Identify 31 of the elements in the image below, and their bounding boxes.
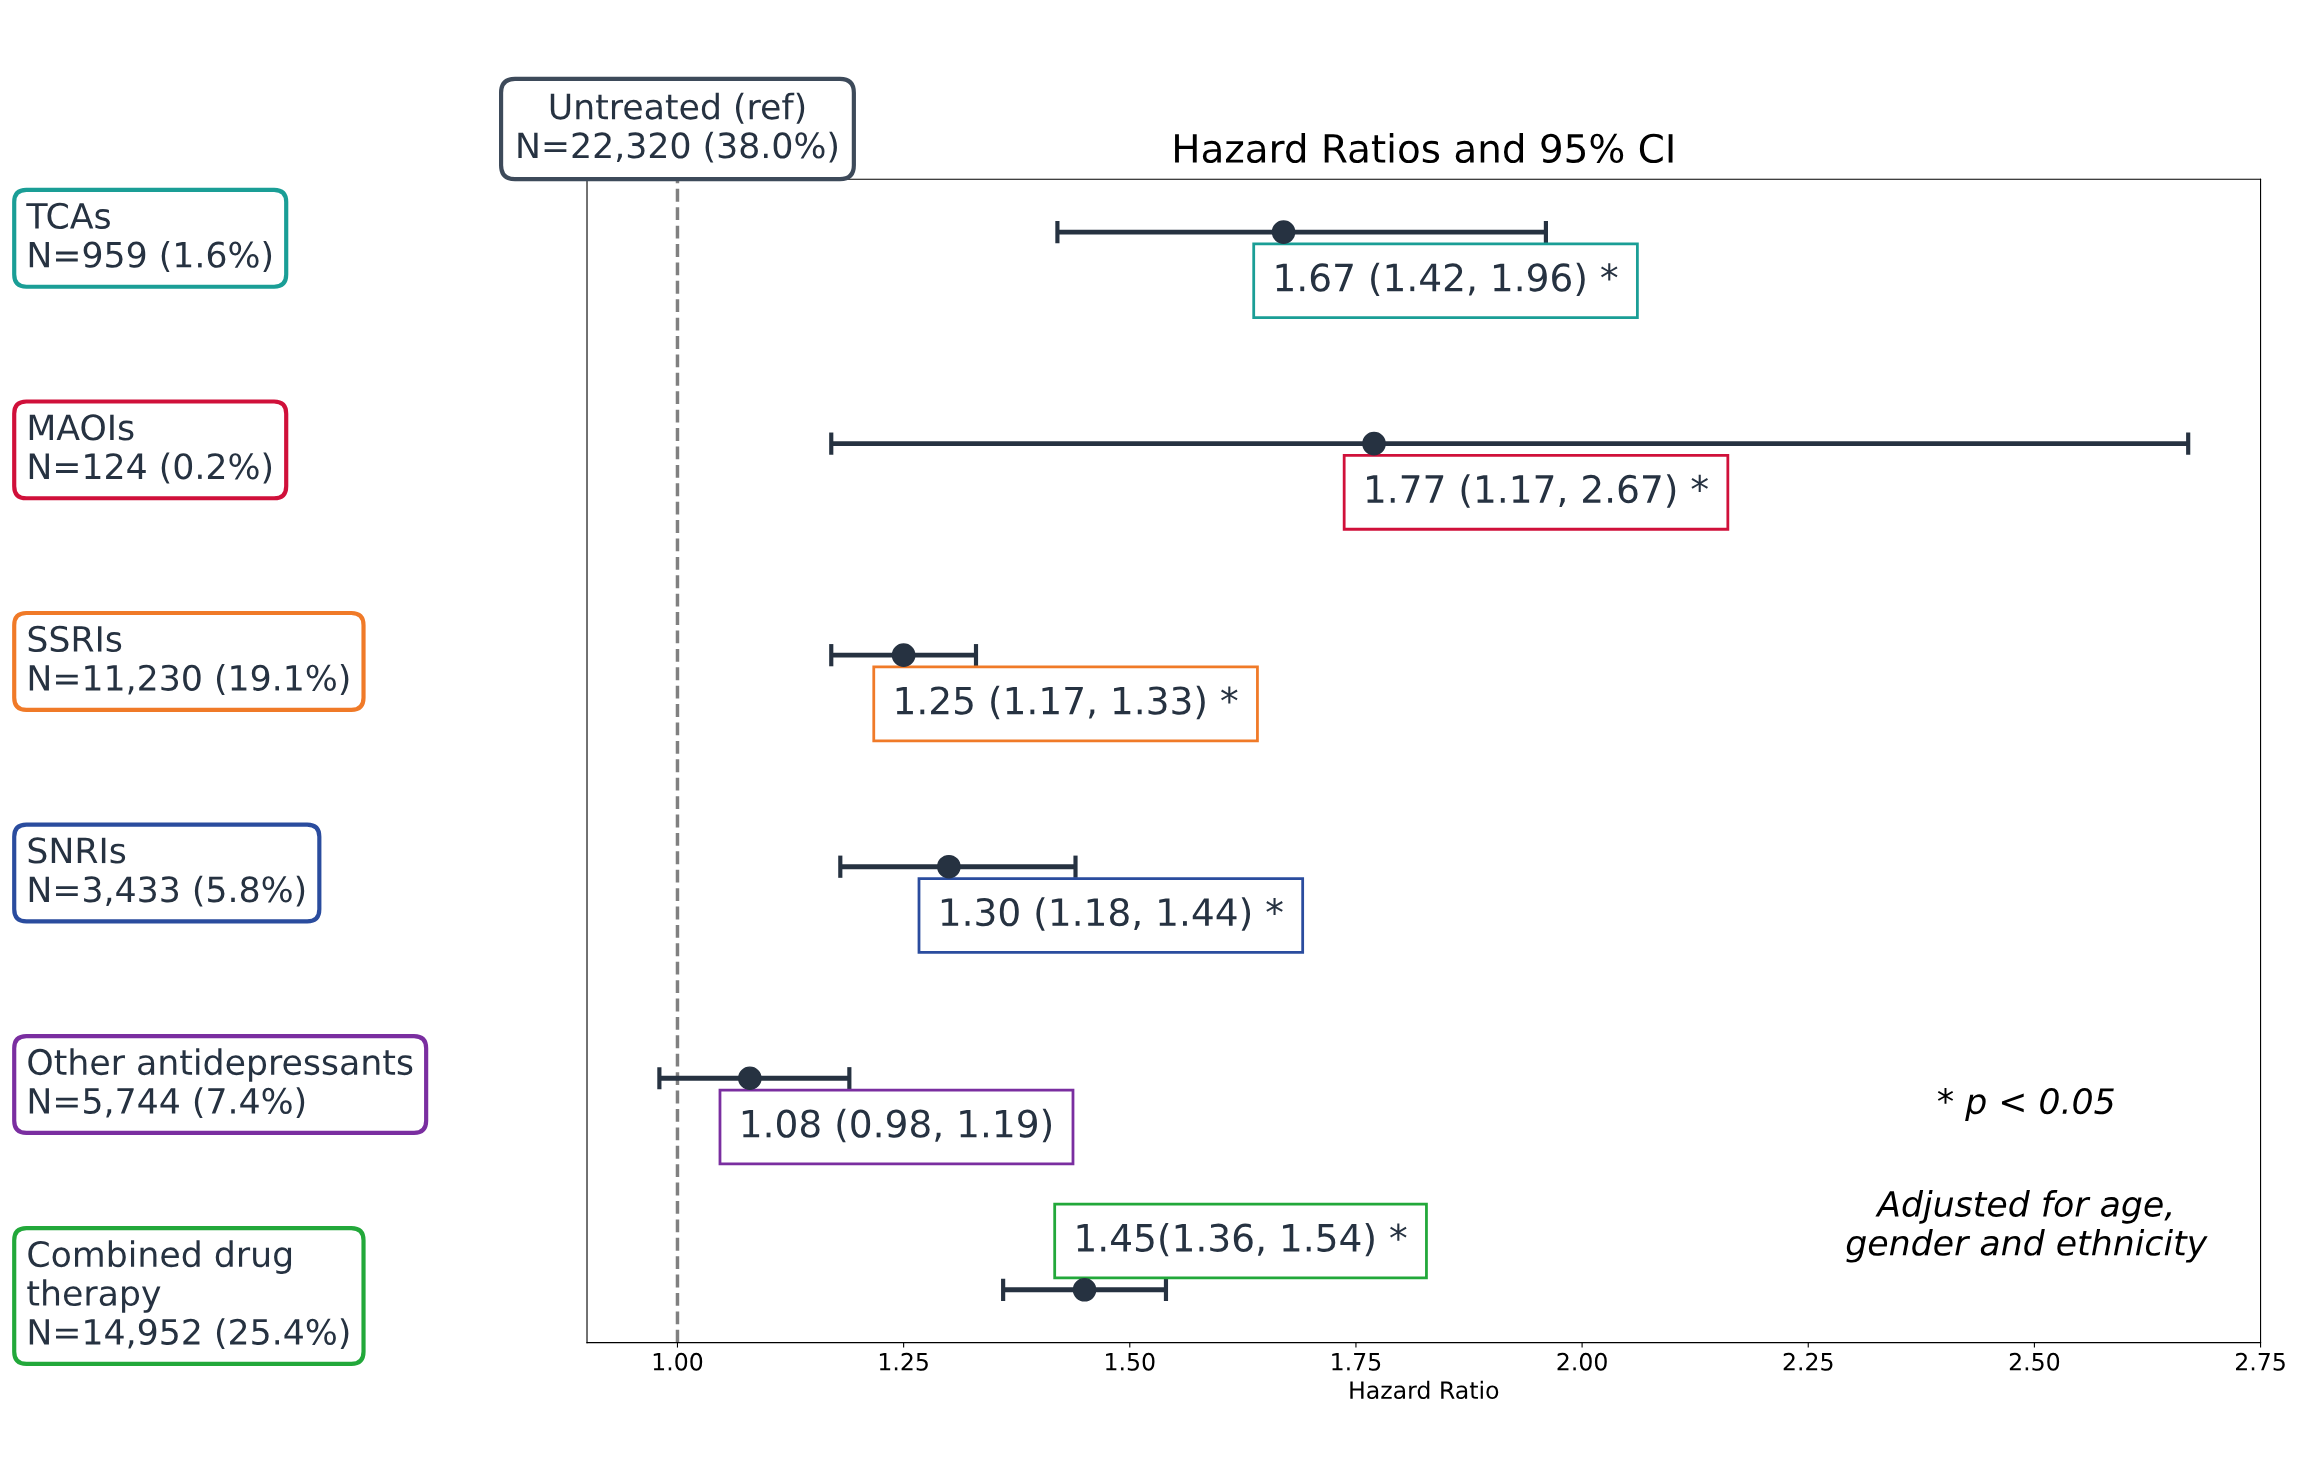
data-label: 1.77 (1.17, 2.67) * — [1367, 474, 1708, 508]
y-tick-label: SNRIs N=3,433 (5.8%) — [28, 837, 305, 907]
x-tick-label: 2.25 — [1783, 1352, 1833, 1371]
annotation: Adjusted for age, gender and ethnicity — [1846, 1190, 2208, 1263]
x-tick-label: 1.50 — [1106, 1352, 1155, 1371]
y-tick-label: Other antidepressants N=5,744 (7.4%) — [28, 1048, 413, 1119]
y-tick-label: SSRIs N=11,230 (19.1%) — [28, 625, 349, 696]
x-tick-label: 1.75 — [1332, 1353, 1381, 1371]
point — [891, 643, 916, 667]
text: Untreated (ref) N=22,320 (38.0%) — [518, 92, 837, 163]
annotation: * p < 0.05 — [1937, 1087, 2114, 1121]
x-tick-label: 1.25 — [879, 1352, 928, 1371]
data-label: 1.08 (0.98, 1.19) — [742, 1108, 1052, 1143]
y-tick-label: Combined drug therapy N=14,952 (25.4%) — [27, 1240, 349, 1350]
point — [1072, 1277, 1097, 1302]
point — [738, 1066, 762, 1091]
point — [1362, 431, 1386, 456]
x-tick-label: 2.50 — [2009, 1352, 2060, 1371]
point — [937, 854, 961, 879]
data-label: 1.25 (1.17, 1.33) * — [896, 685, 1238, 720]
chart-title: Hazard Ratios and 95% CI — [1175, 133, 1673, 164]
x-tick-label: 2.75 — [2236, 1352, 2285, 1371]
y-tick-label: MAOIs N=124 (0.2%) — [29, 414, 272, 484]
x-tick-label: 1.00 — [653, 1352, 703, 1371]
point — [1271, 220, 1296, 244]
y-tick-label: TCAs N=959 (1.6%) — [26, 202, 272, 272]
x-axis-title: Hazard Ratio — [1350, 1380, 1499, 1400]
data-label: 1.45(1.36, 1.54) * — [1077, 1222, 1407, 1257]
data-label: 1.67 (1.42, 1.96) * — [1276, 262, 1618, 297]
x-tick-label: 2.00 — [1557, 1352, 1607, 1371]
data-label: 1.30 (1.18, 1.44) * — [941, 897, 1283, 931]
